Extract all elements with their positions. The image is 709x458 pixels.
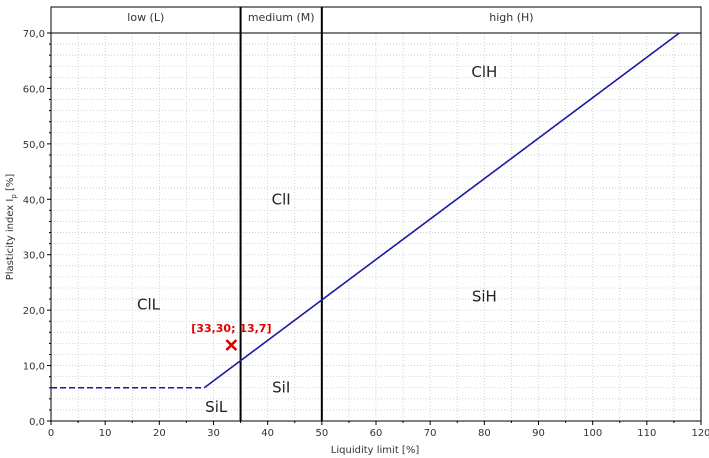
- y-tick-label: 20,0: [23, 306, 45, 317]
- y-tick-label: 10,0: [23, 362, 45, 373]
- zone-label: ClH: [471, 63, 497, 81]
- x-tick-label: 70: [424, 428, 437, 439]
- y-axis-title-group: Plasticity index Ip [%]: [5, 174, 18, 281]
- a-line: [203, 32, 680, 389]
- data-point-label: [33,30; 13,7]: [191, 322, 271, 335]
- band-label: low (L): [127, 11, 164, 24]
- y-tick-label: 0,0: [29, 417, 45, 428]
- y-tick-label: 70,0: [23, 29, 45, 40]
- x-axis-title: Liquidity limit [%]: [331, 445, 420, 456]
- zone-label: ClL: [137, 296, 161, 314]
- x-tick-label: 110: [637, 428, 656, 439]
- zone-label: SiL: [205, 398, 228, 416]
- x-tick-label: 30: [207, 428, 220, 439]
- x-tick-label: 50: [315, 428, 328, 439]
- plot-area: [51, 33, 701, 421]
- y-tick-label: 40,0: [23, 195, 45, 206]
- x-tick-label: 10: [99, 428, 112, 439]
- band-label: high (H): [489, 11, 533, 24]
- y-axis-title-main: Plasticity index I: [5, 199, 16, 281]
- band-box: [50, 6, 242, 34]
- band-label: medium (M): [248, 11, 315, 24]
- x-tick-label: 0: [48, 428, 54, 439]
- zone-label: SiI: [272, 379, 290, 397]
- x-tick-label: 100: [583, 428, 602, 439]
- y-axis-title: Plasticity index Ip [%]: [5, 174, 18, 281]
- zone-label: ClI: [272, 190, 291, 208]
- y-axis-title-sub: p: [10, 194, 18, 199]
- x-tick-label: 20: [153, 428, 166, 439]
- y-tick-label: 60,0: [23, 84, 45, 95]
- y-axis-title-unit: [%]: [5, 174, 16, 195]
- x-tick-label: 80: [478, 428, 491, 439]
- zone-label: SiH: [472, 287, 497, 305]
- x-tick-label: 60: [370, 428, 383, 439]
- band-box: [321, 6, 702, 34]
- band-box: [240, 6, 323, 34]
- y-tick-label: 50,0: [23, 140, 45, 151]
- y-tick-label: 30,0: [23, 251, 45, 262]
- x-tick-label: 120: [691, 428, 709, 439]
- x-tick-label: 90: [532, 428, 545, 439]
- x-tick-label: 40: [261, 428, 274, 439]
- data-point-marker: [225, 339, 238, 351]
